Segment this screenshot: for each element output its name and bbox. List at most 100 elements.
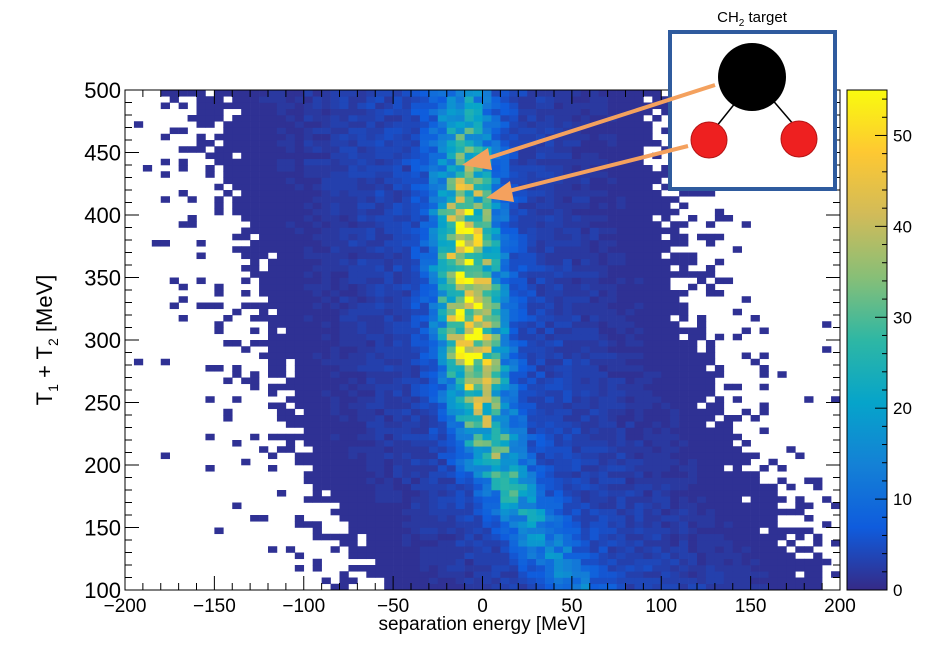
heatmap-bin <box>670 465 680 472</box>
heatmap-bin <box>652 327 662 335</box>
heatmap-bin <box>446 127 456 135</box>
heatmap-bin <box>670 496 680 503</box>
heatmap-bin <box>473 246 483 253</box>
heatmap-bin <box>643 508 653 516</box>
heatmap-bin <box>348 515 358 522</box>
heatmap-bin <box>697 540 707 547</box>
heatmap-bin <box>571 452 582 460</box>
heatmap-bin <box>688 471 698 478</box>
heatmap-bin <box>402 221 412 228</box>
heatmap-bin <box>276 221 287 228</box>
heatmap-bin <box>473 546 483 553</box>
heatmap-bin <box>562 515 573 522</box>
heatmap-bin <box>768 515 778 522</box>
heatmap-bin <box>285 96 296 103</box>
heatmap-bin <box>384 296 394 303</box>
heatmap-bin <box>411 533 421 541</box>
heatmap-bin <box>303 390 313 397</box>
heatmap-bin <box>357 515 367 522</box>
heatmap-bin <box>411 252 421 260</box>
heatmap-bin <box>580 402 591 410</box>
heatmap-bin <box>402 133 412 141</box>
heatmap-bin <box>455 408 465 416</box>
heatmap-bin <box>652 565 662 572</box>
heatmap-bin <box>589 471 599 478</box>
heatmap-bin <box>437 533 448 541</box>
heatmap-bin <box>545 127 555 135</box>
heatmap-bin <box>366 508 376 516</box>
heatmap-bin <box>643 108 653 116</box>
heatmap-bin <box>428 571 439 578</box>
heatmap-bin <box>393 440 403 447</box>
heatmap-bin <box>652 340 662 347</box>
heatmap-bin <box>795 546 805 553</box>
heatmap-bin <box>482 296 492 303</box>
heatmap-bin <box>384 571 394 578</box>
heatmap-bin <box>276 190 287 197</box>
heatmap-bin <box>223 415 233 422</box>
heatmap-bin <box>670 521 680 528</box>
heatmap-bin <box>402 333 412 341</box>
heatmap-bin <box>616 327 626 335</box>
heatmap-bin <box>562 115 573 122</box>
heatmap-bin <box>393 315 403 322</box>
heatmap-bin <box>688 433 698 441</box>
heatmap-bin <box>419 452 430 460</box>
heatmap-bin <box>375 502 385 510</box>
heatmap-bin <box>661 352 671 360</box>
heatmap-bin <box>759 383 769 391</box>
heatmap-bin <box>518 446 528 453</box>
heatmap-bin <box>589 108 599 116</box>
heatmap-bin <box>482 452 492 460</box>
heatmap-bin <box>741 471 751 478</box>
heatmap-bin <box>580 571 591 578</box>
heatmap-bin <box>697 452 707 460</box>
heatmap-bin <box>402 190 412 197</box>
heatmap-bin <box>554 577 564 585</box>
heatmap-bin <box>714 571 725 578</box>
heatmap-bin <box>562 221 573 228</box>
heatmap-bin <box>688 483 698 491</box>
heatmap-bin <box>554 552 564 560</box>
heatmap-bin <box>375 308 385 316</box>
heatmap-bin <box>697 396 707 403</box>
heatmap-bin <box>661 333 671 341</box>
heatmap-bin <box>634 383 644 391</box>
heatmap-bin <box>705 558 716 566</box>
heatmap-bin <box>366 390 376 397</box>
heatmap-bin <box>554 377 564 385</box>
heatmap-bin <box>643 371 653 378</box>
heatmap-bin <box>276 196 287 203</box>
heatmap-bin <box>375 271 385 278</box>
heatmap-bin <box>276 308 287 316</box>
heatmap-bin <box>464 552 474 560</box>
heatmap-bin <box>411 540 421 547</box>
heatmap-bin <box>536 165 546 172</box>
heatmap-bin <box>509 258 519 266</box>
heatmap-bin <box>616 346 626 353</box>
heatmap-bin <box>777 371 787 378</box>
heatmap-bin <box>205 96 215 103</box>
heatmap-bin <box>554 358 564 366</box>
heatmap-bin <box>732 477 742 485</box>
heatmap-bin <box>419 515 430 522</box>
heatmap-bin <box>330 240 340 247</box>
heatmap-bin <box>312 115 322 122</box>
heatmap-bin <box>464 402 474 410</box>
heatmap-bin <box>366 133 376 141</box>
heatmap-bin <box>607 165 617 172</box>
heatmap-bin <box>366 540 376 547</box>
heatmap-bin <box>491 577 501 585</box>
heatmap-bin <box>705 340 716 347</box>
heatmap-bin <box>357 377 367 385</box>
heatmap-bin <box>437 140 448 147</box>
heatmap-bin <box>446 233 456 241</box>
heatmap-bin <box>437 96 448 103</box>
heatmap-bin <box>473 433 483 441</box>
heatmap-bin <box>321 333 331 341</box>
heatmap-bin <box>571 265 582 272</box>
heatmap-bin <box>536 427 546 435</box>
heatmap-bin <box>634 196 644 203</box>
heatmap-bin <box>616 246 626 253</box>
heatmap-bin <box>402 552 412 560</box>
